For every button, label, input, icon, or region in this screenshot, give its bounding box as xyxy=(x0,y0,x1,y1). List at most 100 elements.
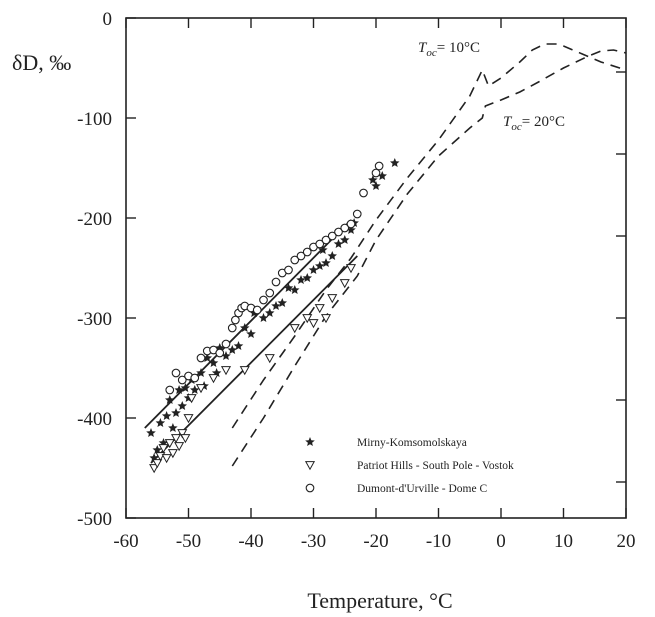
star-point xyxy=(283,283,294,292)
triangle-point xyxy=(170,434,182,444)
legend-marker-mirny xyxy=(305,437,315,446)
star-point xyxy=(346,225,356,234)
circle-point xyxy=(271,277,281,287)
triangle-point xyxy=(339,279,350,289)
star-point xyxy=(208,358,219,367)
legend-marker-patriot-hills xyxy=(304,461,316,471)
star-point xyxy=(174,385,184,394)
star-point xyxy=(161,411,172,420)
y-tick-label: -200 xyxy=(77,209,112,230)
star-point xyxy=(308,265,319,274)
star-point xyxy=(327,251,337,260)
tick-labels: -60 -50 -40 -30 -20 -10 0 10 200-100-200-300-400… xyxy=(77,9,635,552)
circle-point xyxy=(221,339,231,349)
star-point xyxy=(196,368,206,377)
star-point xyxy=(165,395,175,404)
star-point xyxy=(158,438,169,447)
star-point xyxy=(321,258,331,267)
triangle-point xyxy=(177,429,188,439)
star-point xyxy=(302,273,312,282)
star-point xyxy=(390,158,400,167)
circle-point xyxy=(334,227,343,237)
star-point xyxy=(152,445,162,454)
legend-triangle-point xyxy=(304,461,316,471)
circle-point xyxy=(321,235,331,245)
x-tick-label: -30 xyxy=(301,531,326,552)
triangle-point xyxy=(264,354,275,364)
triangle-point xyxy=(308,319,319,329)
circle-point xyxy=(215,348,225,358)
circle-point xyxy=(346,219,356,229)
circle-point xyxy=(371,168,381,178)
circle-point xyxy=(374,161,384,171)
legend-label-patriot-hills: Patriot Hills - South Pole - Vostok xyxy=(357,460,514,472)
x-tick-label: -60 xyxy=(113,531,138,552)
curves xyxy=(144,43,627,467)
y-tick-label: 0 xyxy=(103,9,113,30)
star-point xyxy=(233,341,244,350)
circle-point xyxy=(290,255,300,265)
triangle-point xyxy=(208,374,219,384)
star-point xyxy=(258,313,269,322)
star-point xyxy=(227,345,237,354)
x-tick-label: -50 xyxy=(176,531,201,552)
data-markers xyxy=(146,158,400,474)
triangle-point xyxy=(186,394,197,404)
triangle-point xyxy=(158,444,169,454)
triangle-point xyxy=(164,439,175,449)
circle-point xyxy=(190,373,200,383)
star-point xyxy=(171,408,181,417)
circle-point xyxy=(265,288,275,298)
regression-line xyxy=(144,219,352,429)
star-point xyxy=(146,428,156,437)
star-point xyxy=(190,385,200,394)
star-point xyxy=(221,351,231,360)
triangle-point xyxy=(161,454,172,464)
triangle-point xyxy=(345,264,357,274)
x-tick-label: -20 xyxy=(363,531,388,552)
legend: Mirny-Komsomolskaya Patriot Hills - Sout… xyxy=(304,437,514,495)
circle-point xyxy=(296,251,306,261)
star-point xyxy=(318,245,328,254)
triangle-point xyxy=(183,414,194,424)
x-tick-label: 20 xyxy=(617,531,636,552)
x-tick-label: 10 xyxy=(554,531,573,552)
star-point xyxy=(296,275,306,284)
triangle-point xyxy=(320,314,332,324)
x-tick-label: -40 xyxy=(238,531,263,552)
star-point xyxy=(265,308,275,317)
star-point xyxy=(168,423,178,432)
star-point xyxy=(340,235,350,244)
star-point xyxy=(246,329,256,338)
y-tick-label: -500 xyxy=(77,509,112,530)
star-point xyxy=(180,383,191,392)
triangle-point xyxy=(167,449,178,459)
triangle-point xyxy=(289,324,300,334)
y-tick-label: -300 xyxy=(77,309,112,330)
regression-line xyxy=(150,255,358,464)
circle-point xyxy=(315,239,325,249)
star-point xyxy=(315,261,325,270)
circle-point xyxy=(196,353,206,363)
circle-point xyxy=(327,231,337,241)
x-axis-title: Temperature, °C xyxy=(307,588,452,613)
axis-ticks xyxy=(125,17,627,519)
circle-point xyxy=(284,265,293,275)
legend-label-dumont: Dumont-d'Urville - Dome C xyxy=(357,483,487,495)
annotation-toc-10: Toc= 10°C xyxy=(418,40,480,59)
y-tick-label: -100 xyxy=(77,109,112,130)
triangle-point xyxy=(302,314,313,324)
star-point xyxy=(271,301,281,310)
x-tick-label: -10 xyxy=(426,531,451,552)
triangle-point xyxy=(220,366,232,376)
y-tick-label: -400 xyxy=(77,409,112,430)
circle-point xyxy=(165,385,175,395)
star-point xyxy=(155,418,166,427)
circle-point xyxy=(359,188,368,198)
star-point xyxy=(277,298,287,307)
circle-point xyxy=(259,295,268,305)
triangle-point xyxy=(174,442,185,452)
legend-marker-dumont xyxy=(305,483,315,493)
triangle-point xyxy=(314,304,325,314)
